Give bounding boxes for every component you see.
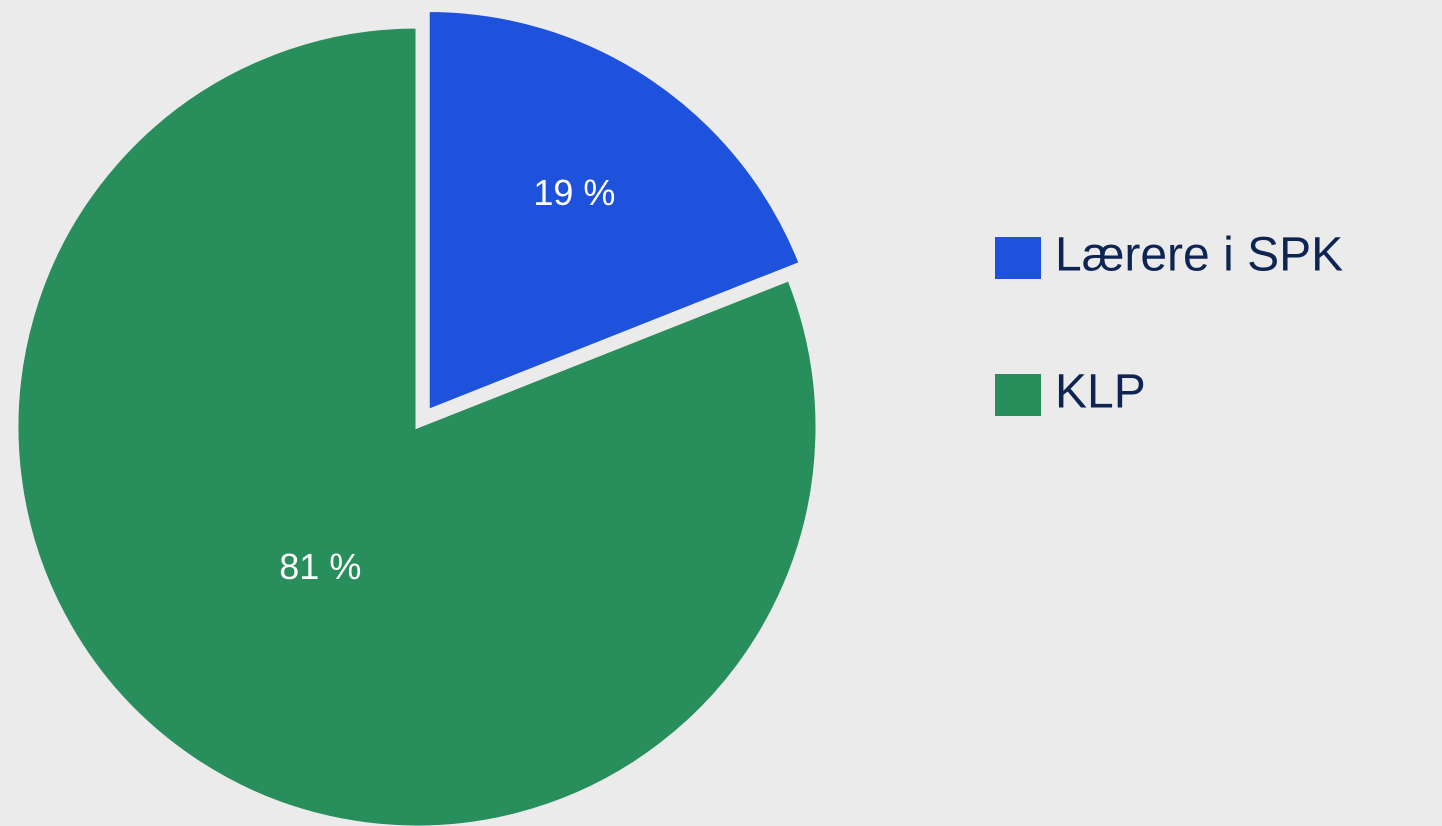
legend-label: KLP (1055, 366, 1146, 419)
legend-label: Lærere i SPK (1055, 229, 1343, 282)
pie-slice (15, 25, 819, 826)
legend-swatch (995, 374, 1041, 416)
pie-slice (426, 8, 803, 413)
data-label: 19 % (533, 172, 615, 213)
data-label: 81 % (279, 546, 361, 587)
legend-swatch (995, 237, 1041, 279)
